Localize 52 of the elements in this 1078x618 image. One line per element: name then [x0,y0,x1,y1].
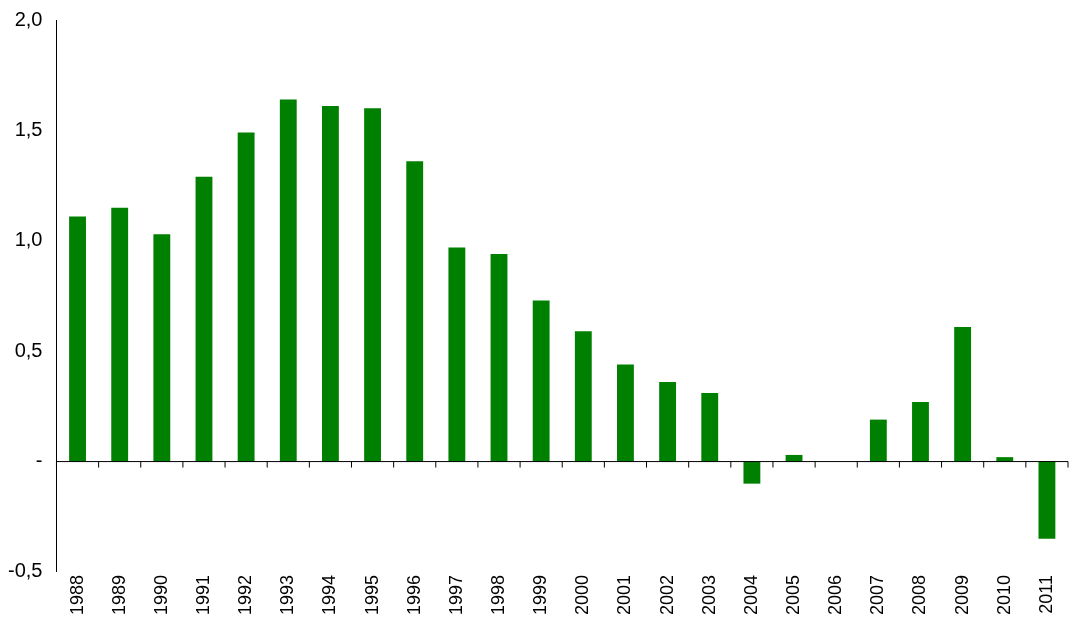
x-tick-label: 2008 [909,574,930,615]
x-tick-label: 1993 [277,574,298,615]
y-tick-label: -0,5 [7,559,43,582]
x-tick-label: 1997 [445,574,466,615]
y-tick-label: 1,5 [14,117,43,140]
x-tick-label: 2006 [825,574,846,615]
x-tick-label: 2002 [656,574,677,615]
bar [701,393,719,462]
y-tick-label: 1,0 [14,228,43,251]
bar [153,234,171,462]
x-tick-label: 2001 [614,574,635,615]
x-tick-label: 1988 [66,574,87,615]
x-tick-label: 2000 [572,574,593,615]
x-tick-label: 1992 [235,574,256,615]
x-tick-label: 1991 [192,574,213,615]
bar [111,207,129,462]
bar [869,419,887,462]
bar [532,300,550,462]
bar [1038,461,1056,539]
x-tick-label: 1998 [487,574,508,615]
x-tick-label: 2009 [951,574,972,615]
bar [617,364,634,462]
bar [490,254,508,462]
x-tick-label: 1995 [361,574,382,615]
x-tick-label: 1994 [319,574,340,615]
bar [659,382,677,462]
bar [195,176,213,462]
bar [448,247,466,462]
bar [743,461,761,484]
bar [574,331,592,462]
bar [406,161,424,462]
x-tick-label: 1989 [108,574,129,615]
bar [237,132,255,462]
bar [69,216,86,462]
x-tick-label: 1999 [530,574,551,615]
x-tick-label: 2003 [698,574,719,615]
y-tick-label: - [35,449,43,472]
x-tick-label: 2005 [783,574,804,615]
x-tick-label: 2011 [1035,574,1056,614]
x-tick-label: 1990 [150,574,171,615]
bar [954,326,972,462]
x-tick-label: 2004 [740,574,761,615]
y-tick-label: 0,5 [14,338,43,361]
x-tick-label: 2007 [867,574,888,615]
bar [364,108,381,462]
bar [912,401,929,462]
bar [279,99,297,462]
x-tick-label: 1996 [403,574,424,615]
bar [321,106,339,462]
bar [996,457,1014,462]
x-tick-label: 2010 [993,574,1014,615]
y-tick-label: 2,0 [14,7,43,30]
